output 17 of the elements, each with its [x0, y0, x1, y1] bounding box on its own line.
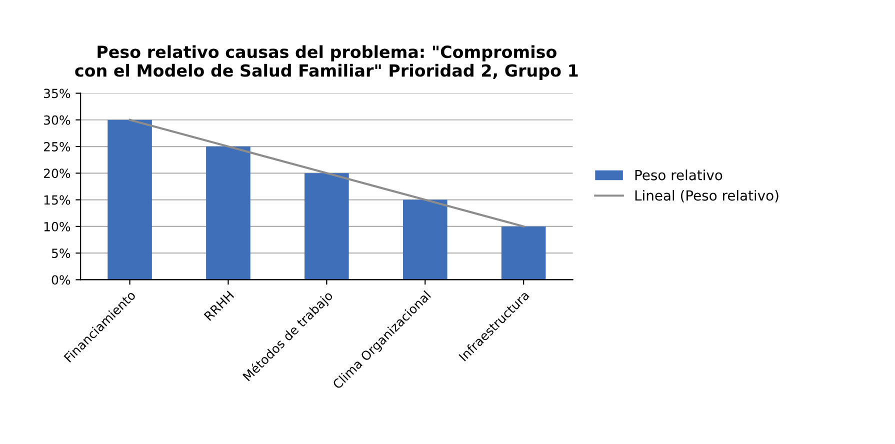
y-tick-label: 10% — [44, 222, 70, 232]
bar — [501, 226, 546, 280]
y-tick-label: 0% — [52, 275, 70, 285]
y-tick-label: 35% — [44, 88, 70, 98]
legend-label: Peso relativo — [635, 170, 722, 180]
y-tick-label: 25% — [44, 142, 70, 152]
y-tick-label: 30% — [44, 115, 70, 125]
legend-label: Lineal (Peso relativo) — [635, 190, 778, 202]
y-tick-label: 5% — [52, 248, 70, 258]
y-tick-label: 15% — [44, 195, 70, 205]
y-tick-label: 20% — [44, 168, 70, 178]
chart-title: Peso relativo causas del problema: "Compromiso con el Modelo de Salud Familiar" Prioridad 2, Grupo 1 — [75, 45, 578, 80]
bar — [304, 173, 349, 280]
bar — [402, 200, 448, 280]
line-series — [128, 118, 525, 228]
bar — [108, 120, 152, 280]
bar — [206, 146, 250, 280]
